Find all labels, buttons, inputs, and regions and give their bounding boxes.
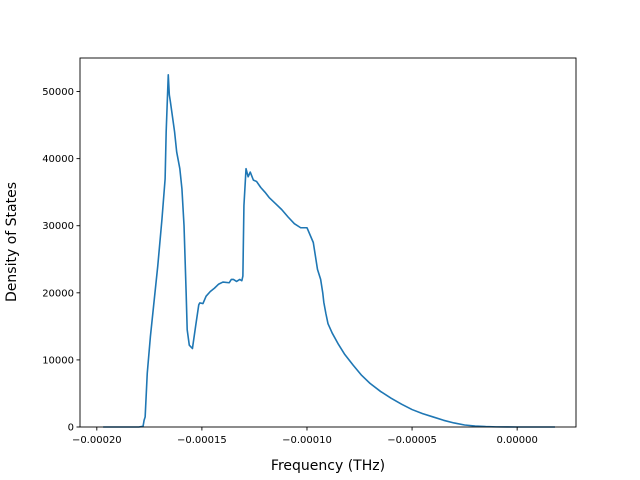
y-tick-label: 40000 (42, 154, 74, 165)
y-tick-label: 0 (68, 423, 74, 434)
y-axis-ticks: 0 10000 20000 30000 40000 50000 (42, 87, 80, 434)
x-tick-label: −0.00010 (282, 435, 332, 446)
x-axis-ticks: −0.00020 −0.00015 −0.00010 −0.00005 0.00000 (72, 427, 538, 446)
y-axis-label: Density of States (4, 182, 20, 302)
plot-frame (79, 57, 577, 428)
x-tick-label: −0.00020 (72, 435, 122, 446)
x-tick-label: 0.00000 (496, 435, 537, 446)
x-tick-label: −0.00015 (177, 435, 227, 446)
y-tick-label: 30000 (42, 221, 74, 232)
plot-area (80, 58, 576, 427)
y-tick-label: 50000 (42, 87, 74, 98)
dos-series-line (103, 73, 555, 428)
y-tick-label: 20000 (42, 288, 74, 299)
y-tick-label: 10000 (42, 355, 74, 366)
x-tick-label: −0.00005 (387, 435, 437, 446)
x-axis-label: Frequency (THz) (271, 458, 385, 474)
